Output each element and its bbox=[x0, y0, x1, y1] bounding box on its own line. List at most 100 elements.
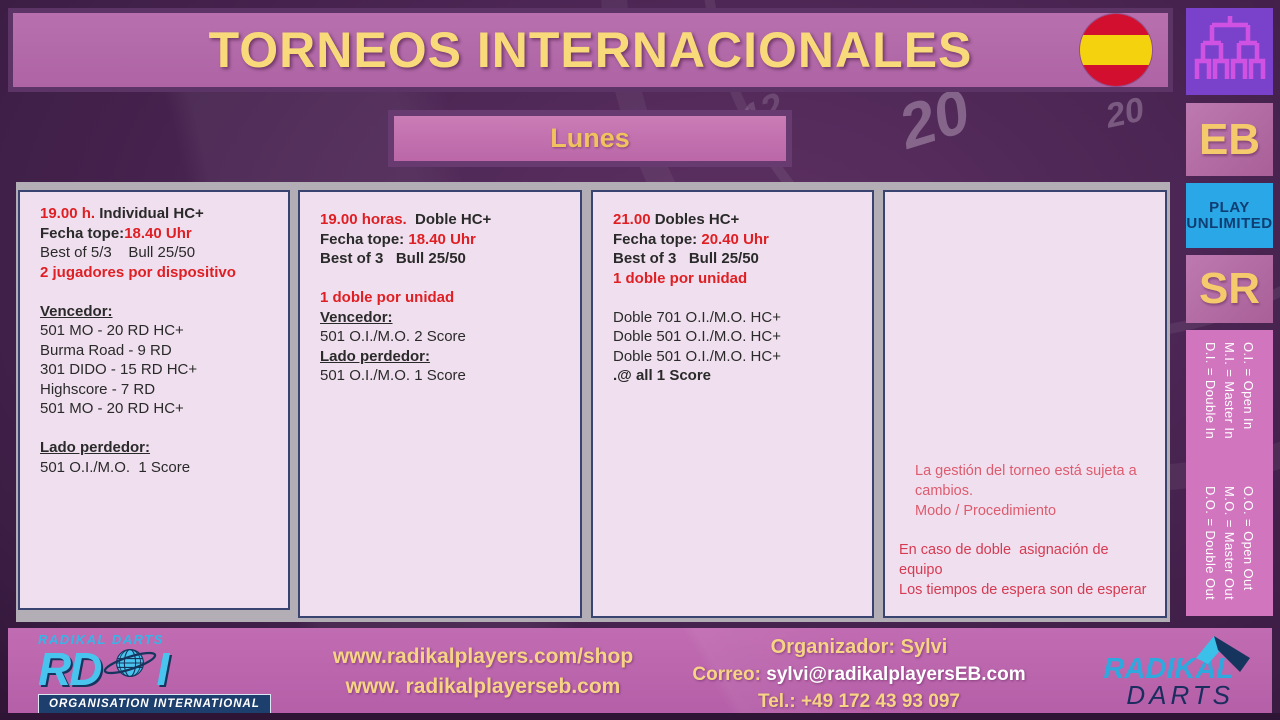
email-link[interactable]: sylvi@radikalplayersEB.com bbox=[766, 664, 1026, 685]
eb-url-link[interactable]: www. radikalplayerseb.com bbox=[345, 675, 621, 698]
text-segment: Doble 501 O.I./M.O. HC+ bbox=[613, 347, 781, 365]
rdi-logo-title: RADIKAL DARTS bbox=[38, 632, 164, 647]
rdi-logo-letters: RD I bbox=[38, 643, 271, 695]
spacer-line bbox=[40, 419, 276, 439]
tournament-card-dobles: 21.00 Dobles HC+ Fecha tope: 20.40 Uhr Bes… bbox=[591, 190, 874, 618]
text-line: Burma Road - 9 RD bbox=[40, 341, 276, 361]
text-segment: 1 doble por unidad bbox=[320, 289, 455, 306]
text-segment: 20.40 Uhr bbox=[701, 230, 769, 248]
sidebar-item-tournament-bracket[interactable] bbox=[1186, 8, 1273, 95]
text-line: Fecha tope: 20.40 Uhr bbox=[613, 230, 860, 250]
tournament-bracket-icon bbox=[1194, 13, 1266, 90]
text-segment: 19.00 horas. bbox=[320, 211, 407, 228]
text-segment: Fecha tope: bbox=[40, 224, 125, 242]
text-segment: Individual HC+ bbox=[95, 205, 204, 222]
spacer-line bbox=[320, 269, 568, 289]
text-segment: 501 O.I./M.O. 1 Score bbox=[320, 367, 466, 384]
legend-line: M.I. = Master In bbox=[1222, 342, 1237, 440]
spain-flag-icon bbox=[1080, 14, 1152, 86]
dartboard-number-watermark: 20 bbox=[1102, 90, 1148, 136]
text-line: Highscore - 7 RD bbox=[40, 380, 276, 400]
spacer-line bbox=[40, 282, 276, 302]
sr-label: SR bbox=[1198, 264, 1261, 313]
text-line: Modo / Procedimiento bbox=[899, 501, 1153, 521]
legend-line: D.O. = Double Out bbox=[1203, 485, 1218, 600]
legend-in-rules: O.I. = Open In M.I. = Master In D.I. = Dou… bbox=[1201, 342, 1258, 439]
organizer-text: Organizador: Sylvi bbox=[770, 636, 948, 658]
globe-icon bbox=[102, 640, 158, 691]
text-segment: Doble 701 O.I./M.O. HC+ bbox=[613, 308, 781, 326]
text-line: 1 doble por unidad bbox=[320, 288, 568, 308]
text-segment: Best of 3 Bull 25/50 bbox=[613, 250, 759, 267]
text-line: 501 O.I./M.O. 1 Score bbox=[320, 366, 568, 386]
shop-url-link[interactable]: www.radikalplayers.com/shop bbox=[332, 645, 634, 668]
legend-line: O.I. = Open In bbox=[1241, 342, 1256, 430]
text-line: 2 jugadores por dispositivo bbox=[40, 263, 276, 283]
text-segment: .@ all 1 Score bbox=[613, 367, 712, 384]
text-segment: 501 MO - 20 RD HC+ bbox=[40, 400, 184, 417]
text-segment: Highscore - 7 RD bbox=[40, 380, 156, 398]
page-title: TORNEOS INTERNACIONALES bbox=[208, 22, 973, 78]
text-line: En caso de doble asignación de equipo bbox=[899, 540, 1153, 580]
text-line: Vencedor: bbox=[40, 302, 276, 322]
text-segment: Vencedor: bbox=[320, 308, 393, 326]
rdi-letters-left: RD bbox=[38, 643, 102, 695]
text-segment: Los tiempos de espera son de esperar bbox=[899, 582, 1147, 598]
text-line: 19.00 horas. Doble HC+ bbox=[320, 210, 568, 230]
footer: RADIKAL DARTS RD I ORGANISATION INTERNAT… bbox=[8, 628, 1272, 715]
sidebar-item-eb[interactable]: EB bbox=[1186, 103, 1273, 176]
text-segment: Doble HC+ bbox=[406, 211, 492, 228]
text-line: 19.00 h. Individual HC+ bbox=[40, 204, 276, 224]
text-segment: 1 doble por unidad bbox=[613, 269, 748, 287]
text-line: Doble 501 O.I./M.O. HC+ bbox=[613, 347, 860, 367]
text-line: Fecha tope: 18.40 Uhr bbox=[320, 230, 568, 250]
radikal-darts-logo: RADIKAL DARTS bbox=[1088, 636, 1250, 710]
text-segment: Burma Road - 9 RD bbox=[40, 341, 172, 359]
text-segment: 501 O.I./M.O. 1 Score bbox=[40, 458, 191, 476]
sidebar-item-play-unlimited[interactable]: PLAY UNLIMITED bbox=[1186, 183, 1273, 248]
website-links: www.radikalplayers.com/shop www. radikal… bbox=[288, 642, 678, 702]
text-line: 301 DIDO - 15 RD HC+ bbox=[40, 360, 276, 380]
text-segment: 501 MO - 20 RD HC+ bbox=[40, 322, 184, 339]
text-line: Best of 3 Bull 25/50 bbox=[613, 249, 860, 269]
phone-text: Tel.: +49 172 43 93 097 bbox=[758, 691, 960, 712]
text-segment: Dobles HC+ bbox=[654, 211, 740, 228]
text-line: 21.00 Dobles HC+ bbox=[613, 210, 860, 230]
bottom-strip bbox=[0, 713, 1280, 720]
text-line: 1 doble por unidad bbox=[613, 269, 860, 289]
darts-text: DARTS bbox=[1126, 680, 1234, 710]
rdi-letters-right: I bbox=[156, 643, 169, 695]
text-segment: Lado perdedor: bbox=[320, 347, 431, 365]
text-line: 501 O.I./M.O. 1 Score bbox=[40, 458, 276, 478]
sidebar-item-sr[interactable]: SR bbox=[1186, 255, 1273, 323]
text-segment: Best of 5/3 Bull 25/50 bbox=[40, 244, 196, 261]
eb-label: EB bbox=[1198, 114, 1261, 164]
text-segment: Modo / Procedimiento bbox=[915, 502, 1057, 519]
text-segment: Doble 501 O.I./M.O. HC+ bbox=[613, 328, 781, 345]
radikal-text: RADIKAL bbox=[1103, 653, 1235, 685]
day-button-lunes[interactable]: Lunes bbox=[388, 110, 792, 167]
day-button-label: Lunes bbox=[550, 123, 630, 153]
rdi-logo-banner: ORGANISATION INTERNATIONAL bbox=[38, 694, 271, 714]
text-segment: 21.00 bbox=[613, 211, 655, 228]
text-segment: Fecha tope: bbox=[320, 230, 409, 248]
text-line: Vencedor: bbox=[320, 308, 568, 328]
text-line: Lado perdedor: bbox=[40, 438, 276, 458]
text-segment: 18.40 Uhr bbox=[408, 230, 476, 248]
tournament-card-notes: La gestión del torneo está sujeta a camb… bbox=[883, 190, 1167, 618]
spacer-line bbox=[899, 521, 1153, 541]
text-line: Best of 3 Bull 25/50 bbox=[320, 249, 568, 269]
text-line: 501 O.I./M.O. 2 Score bbox=[320, 327, 568, 347]
contact-block: Organizador: Sylvi Correo: sylvi@radikal… bbox=[676, 634, 1042, 715]
text-line: Best of 5/3 Bull 25/50 bbox=[40, 243, 276, 263]
legend-line: O.O. = Open Out bbox=[1241, 485, 1256, 591]
radikal-ribbon-icon bbox=[1194, 632, 1252, 683]
text-line: .@ all 1 Score bbox=[613, 366, 860, 386]
correo-label: Correo: bbox=[692, 664, 767, 685]
text-line: Los tiempos de espera son de esperar bbox=[899, 580, 1153, 600]
tournament-card-individual: 19.00 h. Individual HC+ Fecha tope:18.40 … bbox=[18, 190, 290, 610]
text-segment: Lado perdedor: bbox=[40, 439, 151, 456]
spacer-line bbox=[613, 288, 860, 308]
text-line: La gestión del torneo está sujeta a camb… bbox=[899, 461, 1153, 501]
